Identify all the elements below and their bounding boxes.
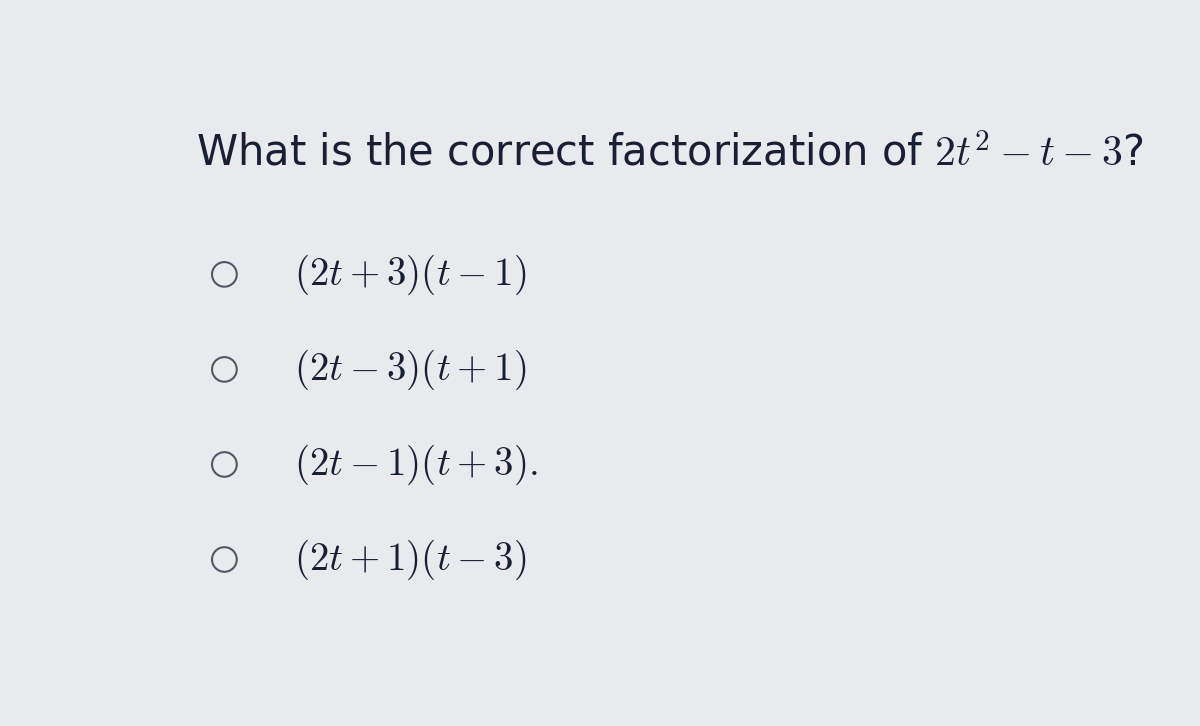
Text: $(2t + 1)(t - 3)$: $(2t + 1)(t - 3)$ [294,537,527,582]
Text: $(2t + 3)(t - 1)$: $(2t + 3)(t - 1)$ [294,252,527,296]
Ellipse shape [212,357,236,382]
Ellipse shape [212,547,236,572]
Text: What is the correct factorization of $2t^2 - t - 3$?: What is the correct factorization of $2t… [197,133,1144,175]
Text: $(2t - 3)(t + 1)$: $(2t - 3)(t + 1)$ [294,347,527,391]
Text: $(2t - 1)(t + 3).$: $(2t - 1)(t + 3).$ [294,442,538,486]
Ellipse shape [212,452,236,477]
Ellipse shape [212,262,236,287]
